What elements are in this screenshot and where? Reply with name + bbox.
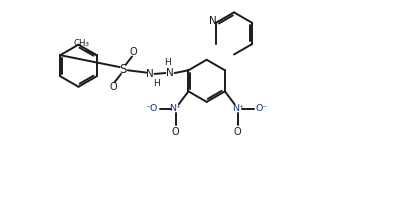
Text: O: O [109, 82, 117, 92]
Text: S: S [120, 63, 127, 76]
Text: N⁺: N⁺ [232, 104, 244, 113]
Text: O: O [172, 127, 179, 137]
Text: ⁻O: ⁻O [146, 104, 158, 113]
Text: O: O [234, 127, 241, 137]
Text: N: N [166, 68, 174, 78]
Text: N: N [146, 69, 154, 79]
Text: O⁻: O⁻ [255, 104, 268, 113]
Text: CH₃: CH₃ [73, 39, 90, 48]
Text: N: N [209, 16, 217, 26]
Text: H: H [164, 59, 171, 67]
Text: H: H [153, 79, 160, 88]
Text: O: O [130, 47, 137, 57]
Text: N⁺: N⁺ [169, 104, 182, 113]
